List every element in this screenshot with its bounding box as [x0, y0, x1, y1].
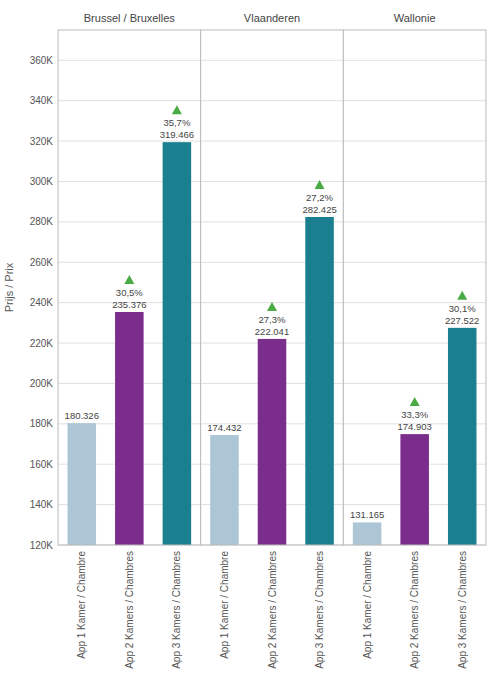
change-label: 30,1% — [449, 303, 476, 314]
grid-line — [201, 100, 344, 101]
chart-container: 120K 140K 160K 180K 200K 220K 240K 260K 280K 300K… — [0, 0, 494, 677]
grid-line — [343, 141, 486, 142]
change-marker — [315, 180, 325, 189]
panel-title: Vlaanderen — [244, 12, 300, 24]
labels: 131.165 174.90333,3% 227.52230,1% — [350, 291, 479, 521]
change-label: 35,7% — [163, 117, 190, 128]
y-tick-label: 260K — [30, 257, 54, 268]
x-tick-label: App 1 Kamer / Chambre — [76, 551, 87, 659]
panel-title: Wallonie — [394, 12, 436, 24]
bars — [68, 142, 192, 545]
grid-line — [58, 60, 201, 61]
panel-frame — [58, 30, 201, 545]
panel-background — [343, 30, 486, 545]
bar — [400, 434, 429, 545]
y-tick-label: 320K — [30, 136, 54, 147]
x-tick-label: App 1 Kamer / Chambre — [219, 551, 230, 659]
panel-frame — [343, 30, 486, 545]
y-tick-label: 280K — [30, 216, 54, 227]
y-tick-label: 240K — [30, 297, 54, 308]
panel-background — [201, 30, 344, 545]
panel-frame — [201, 30, 344, 545]
change-marker — [124, 275, 134, 284]
x-tick-label: App 2 Kamers / Chambres — [124, 551, 135, 669]
y-tick-label: 300K — [30, 176, 54, 187]
bar — [305, 217, 334, 545]
bar — [353, 522, 382, 545]
bars — [210, 217, 334, 545]
bar — [163, 142, 192, 545]
bar — [115, 312, 144, 545]
grid-line — [201, 60, 344, 61]
labels: 180.326 235.37630,5% 319.46635,7% — [65, 105, 194, 421]
data-label: 180.326 — [65, 410, 99, 421]
grid-line — [343, 262, 486, 263]
data-label: 282.425 — [302, 204, 336, 215]
y-tick-label: 340K — [30, 95, 54, 106]
grid-line — [343, 221, 486, 222]
change-marker — [267, 302, 277, 311]
data-label: 319.466 — [160, 129, 194, 140]
labels: 174.432 222.04127,3% 282.42527,2% — [207, 180, 336, 433]
panel-title: Brussel / Bruxelles — [84, 12, 176, 24]
y-axis-label: Prijs / Prix — [3, 262, 15, 312]
x-tick-label: App 1 Kamer / Chambre — [362, 551, 373, 659]
change-marker — [172, 105, 182, 114]
grid-line — [58, 141, 201, 142]
change-label: 30,5% — [116, 287, 143, 298]
grid-line — [58, 100, 201, 101]
panel: 131.165 174.90333,3% 227.52230,1% App 1 Kam… — [343, 12, 486, 669]
grid-line — [201, 181, 344, 182]
x-tick-label: App 2 Kamers / Chambres — [409, 551, 420, 669]
panel: 174.432 222.04127,3% 282.42527,2% App 1 Kam… — [201, 12, 344, 669]
y-tick-label: 200K — [30, 378, 54, 389]
data-label: 227.522 — [445, 315, 479, 326]
grid-line — [343, 181, 486, 182]
grid-line — [201, 141, 344, 142]
data-label: 222.041 — [255, 326, 289, 337]
y-tick-label: 220K — [30, 338, 54, 349]
change-label: 33,3% — [401, 409, 428, 420]
grid-line — [343, 100, 486, 101]
data-label: 235.376 — [112, 299, 146, 310]
panel: 120K 140K 160K 180K 200K 220K 240K 260K 280K 300K… — [3, 12, 201, 669]
x-tick-label: App 3 Kamers / Chambres — [314, 551, 325, 669]
y-tick-label: 160K — [30, 459, 54, 470]
y-tick-label: 180K — [30, 418, 54, 429]
data-label: 174.432 — [207, 422, 241, 433]
x-tick-label: App 2 Kamers / Chambres — [267, 551, 278, 669]
x-tick-label: App 3 Kamers / Chambres — [457, 551, 468, 669]
y-tick-label: 360K — [30, 55, 54, 66]
change-label: 27,2% — [306, 192, 333, 203]
x-tick-label: App 3 Kamers / Chambres — [171, 551, 182, 669]
bar — [258, 339, 287, 545]
y-tick-label: 140K — [30, 499, 54, 510]
y-tick-label: 120K — [30, 540, 54, 551]
grid-line — [343, 60, 486, 61]
chart: 120K 140K 160K 180K 200K 220K 240K 260K 280K 300K… — [0, 0, 494, 677]
data-label: 131.165 — [350, 509, 384, 520]
change-marker — [410, 397, 420, 406]
bar — [68, 423, 97, 545]
bar — [210, 435, 239, 545]
change-label: 27,3% — [259, 314, 286, 325]
data-label: 174.903 — [397, 421, 431, 432]
change-marker — [457, 291, 467, 300]
panel-background — [58, 30, 201, 545]
bar — [448, 328, 477, 545]
